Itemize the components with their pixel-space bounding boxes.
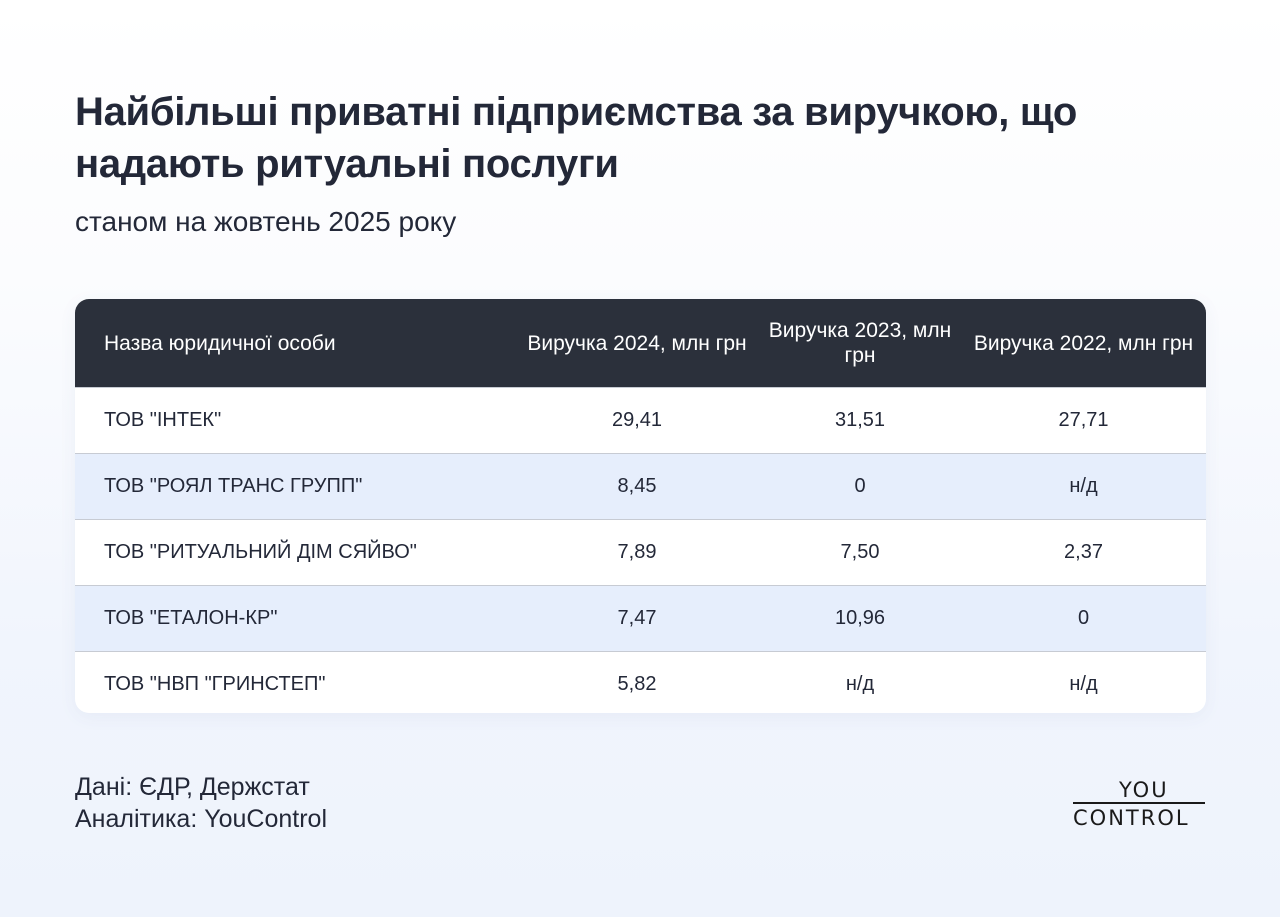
table-row: ТОВ "ІНТЕК" 29,41 31,51 27,71 — [75, 387, 1206, 453]
logo-bottom-text: CONTROL — [1073, 806, 1190, 830]
revenue-2022: 0 — [1077, 607, 1090, 629]
revenue-2022: н/д — [1069, 673, 1098, 695]
column-header-revenue-2024: Виручка 2024, млн грн — [527, 331, 747, 355]
revenue-2024: 8,45 — [617, 475, 657, 497]
footer-notes: Дані: ЄДР, Держстат Аналітика: YouContro… — [75, 771, 327, 835]
source-note: Дані: ЄДР, Держстат — [75, 773, 310, 801]
company-name: ТОВ "ІНТЕК" — [104, 409, 222, 431]
revenue-2023: н/д — [845, 673, 875, 695]
revenue-2022: 27,71 — [1058, 409, 1109, 431]
revenue-table: Назва юридичної особи Виручка 2024, млн … — [75, 299, 1206, 713]
revenue-2024: 29,41 — [611, 409, 663, 431]
logo-top-text: YOU — [1119, 778, 1169, 802]
analytics-note: Аналітика: YouControl — [75, 805, 328, 833]
company-name: ТОВ "НВП "ГРИНСТЕП" — [104, 673, 326, 695]
table-row: ТОВ "НВП "ГРИНСТЕП" 5,82 н/д н/д — [75, 651, 1206, 713]
revenue-2024: 7,89 — [617, 541, 657, 563]
page-title: Найбільші приватні підприємства за вируч… — [75, 90, 1077, 186]
revenue-2022: 2,37 — [1064, 541, 1103, 563]
youcontrol-logo: YOU CONTROL — [1073, 779, 1205, 829]
column-header-name: Назва юридичної особи — [104, 331, 336, 355]
company-name: ТОВ "РОЯЛ ТРАНС ГРУПП" — [104, 475, 363, 497]
company-name: ТОВ "РИТУАЛЬНИЙ ДІМ СЯЙВО" — [104, 541, 417, 563]
column-header-revenue-2023: Виручка 2023, млн грн — [768, 319, 952, 367]
revenue-2024: 5,82 — [617, 673, 657, 695]
revenue-2022: н/д — [1069, 475, 1098, 497]
revenue-2023: 31,51 — [834, 409, 886, 431]
revenue-2023: 0 — [854, 475, 866, 497]
table-row: ТОВ "РИТУАЛЬНИЙ ДІМ СЯЙВО" 7,89 7,50 2,3… — [75, 519, 1206, 585]
page-subtitle: станом на жовтень 2025 року — [75, 206, 457, 237]
table-row: ТОВ "ЕТАЛОН-КР" 7,47 10,96 0 — [75, 585, 1206, 651]
table-row: ТОВ "РОЯЛ ТРАНС ГРУПП" 8,45 0 н/д — [75, 453, 1206, 519]
column-header-revenue-2022: Виручка 2022, млн грн — [973, 331, 1194, 355]
revenue-2023: 10,96 — [834, 607, 886, 629]
revenue-2024: 7,47 — [617, 607, 657, 629]
company-name: ТОВ "ЕТАЛОН-КР" — [104, 607, 278, 629]
revenue-2023: 7,50 — [840, 541, 880, 563]
table-header: Назва юридичної особи Виручка 2024, млн … — [75, 299, 1206, 387]
logo-divider — [1073, 802, 1205, 804]
